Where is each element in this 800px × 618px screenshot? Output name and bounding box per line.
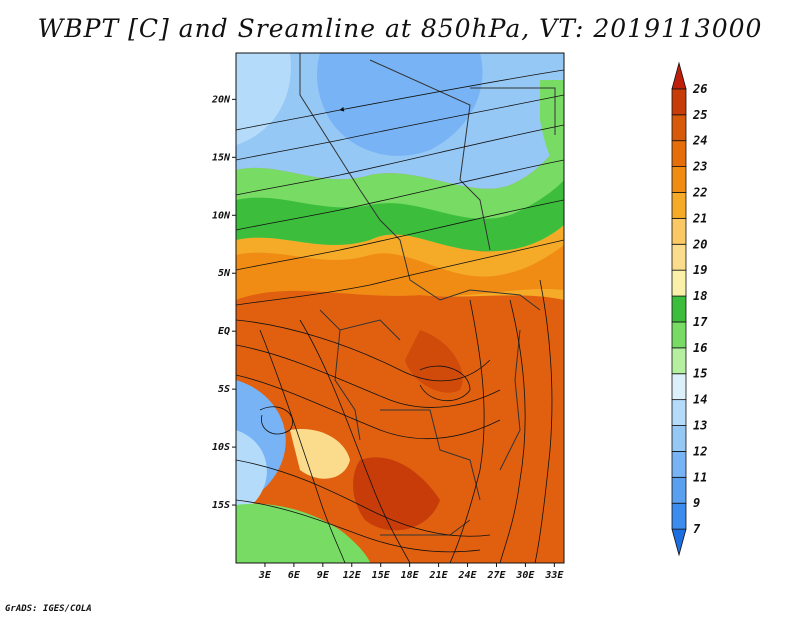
- colorbar-label: 20: [692, 237, 707, 251]
- colorbar-swatch: [671, 61, 687, 90]
- lon-tick-label: 3E: [258, 570, 272, 581]
- lat-tick-label: 15N: [212, 152, 231, 163]
- colorbar-label: 15: [693, 367, 707, 381]
- lon-tick-label: 30E: [515, 570, 535, 581]
- lon-tick-label: 6E: [288, 570, 301, 581]
- colorbar-label: 25: [692, 108, 707, 122]
- colorbar-label: 12: [693, 444, 707, 458]
- colorbar-label: 18: [693, 289, 707, 303]
- colorbar-label: 17: [693, 315, 708, 329]
- colorbar-label: 26: [692, 82, 707, 96]
- lon-tick-label: 24E: [457, 570, 477, 581]
- colorbar-label: 9: [693, 496, 700, 510]
- colorbar-swatch: [671, 321, 687, 349]
- colorbar-swatch: [671, 217, 687, 245]
- colorbar-swatch: [671, 114, 687, 142]
- colorbar-swatch: [671, 295, 687, 323]
- colorbar-label: 19: [693, 263, 707, 277]
- colorbar-swatch: [671, 476, 687, 504]
- lon-tick-label: 33E: [544, 570, 564, 581]
- latitude-axis: 20N 15N 10N 5N EQ 5S 10S 15S: [211, 94, 236, 511]
- lat-tick-label: 15S: [212, 500, 230, 511]
- chart-title: WBPT [C] and Sreamline at 850hPa, VT: 20…: [37, 14, 763, 43]
- colorbar-swatch: [671, 528, 687, 557]
- lon-tick-label: 12E: [343, 570, 362, 581]
- longitude-axis: 3E 6E 9E 12E 15E 18E 21E 24E 27E 30E 33E: [258, 563, 564, 581]
- lat-tick-label: 10N: [212, 210, 231, 221]
- colorbar-label: 14: [693, 393, 707, 407]
- colorbar-label: 13: [693, 419, 707, 433]
- colorbar-swatch: [671, 399, 687, 426]
- colorbar-swatch: [671, 451, 687, 478]
- lon-tick-label: 21E: [429, 570, 449, 581]
- colorbar-label: 24: [692, 134, 707, 148]
- colorbar-swatch: [671, 166, 687, 193]
- lon-tick-label: 18E: [401, 570, 420, 581]
- colorbar-swatch: [671, 373, 687, 401]
- colorbar-label: 11: [693, 470, 707, 484]
- colorbar-label: 16: [693, 341, 707, 355]
- colorbar-swatch: [671, 425, 687, 452]
- lon-tick-label: 27E: [486, 570, 506, 581]
- colorbar: 7 9 11 12 13 14 15 16 17 18 19 20 21 22 23 24 25 26: [671, 61, 708, 557]
- colorbar-swatch: [671, 347, 687, 375]
- lat-tick-label: EQ: [218, 326, 230, 337]
- lat-tick-label: 5N: [218, 268, 231, 279]
- grads-credit: GrADS: IGES/COLA: [5, 604, 92, 614]
- colorbar-swatch: [671, 269, 687, 297]
- colorbar-label: 23: [692, 160, 707, 174]
- wbpt-field: [236, 53, 564, 563]
- colorbar-swatch: [671, 88, 687, 116]
- colorbar-label: 21: [692, 211, 707, 225]
- lon-tick-label: 9E: [317, 570, 330, 581]
- colorbar-swatch: [671, 243, 687, 271]
- lon-tick-label: 15E: [372, 570, 391, 581]
- colorbar-label: 22: [692, 185, 707, 199]
- colorbar-swatch: [671, 502, 687, 530]
- lat-tick-label: 20N: [211, 94, 231, 105]
- colorbar-swatch: [671, 140, 687, 167]
- colorbar-label: 7: [693, 522, 701, 536]
- colorbar-swatch: [671, 192, 687, 219]
- streamlines: [236, 69, 564, 563]
- lat-tick-label: 10S: [212, 442, 230, 453]
- map-frame: [235, 52, 565, 564]
- country-borders: [299, 53, 556, 536]
- lat-tick-label: 5S: [218, 384, 230, 395]
